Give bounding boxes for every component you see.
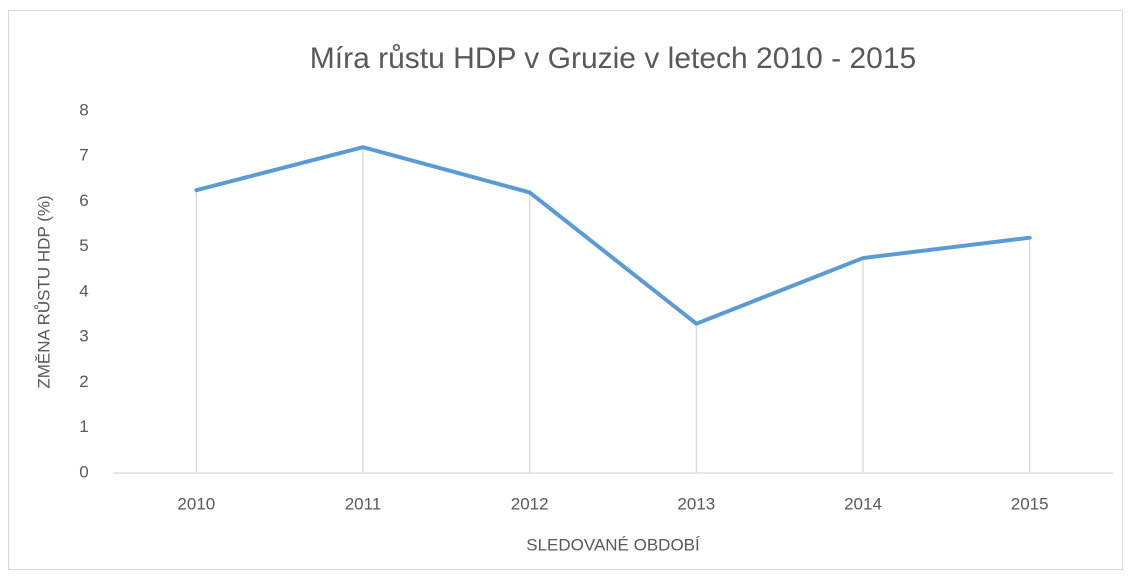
chart-title: Míra růstu HDP v Gruzie v letech 2010 - … <box>310 42 916 75</box>
y-tick-label: 0 <box>79 462 88 481</box>
x-tick-label: 2012 <box>511 494 549 513</box>
x-tick-label: 2011 <box>345 494 382 513</box>
data-line <box>194 145 1032 326</box>
x-tick-label: 2010 <box>177 494 215 513</box>
y-tick-label: 8 <box>79 100 88 119</box>
y-tick-label: 5 <box>79 236 88 255</box>
x-tick-label: 2014 <box>844 494 882 513</box>
y-tick-label: 3 <box>79 327 88 346</box>
y-tick-label: 4 <box>79 281 88 300</box>
y-tick-label: 1 <box>79 417 88 436</box>
y-axis-title: ZMĚNA RŮSTU HDP (%) <box>34 195 53 388</box>
y-tick-label: 6 <box>79 191 88 210</box>
y-tick-label: 2 <box>79 372 88 391</box>
chart-border <box>8 10 1123 570</box>
x-tick-label: 2013 <box>677 494 715 513</box>
y-tick-label: 7 <box>79 146 88 165</box>
x-axis-title: SLEDOVANÉ OBDOBÍ <box>526 535 700 554</box>
x-tick-label: 2015 <box>1011 494 1049 513</box>
